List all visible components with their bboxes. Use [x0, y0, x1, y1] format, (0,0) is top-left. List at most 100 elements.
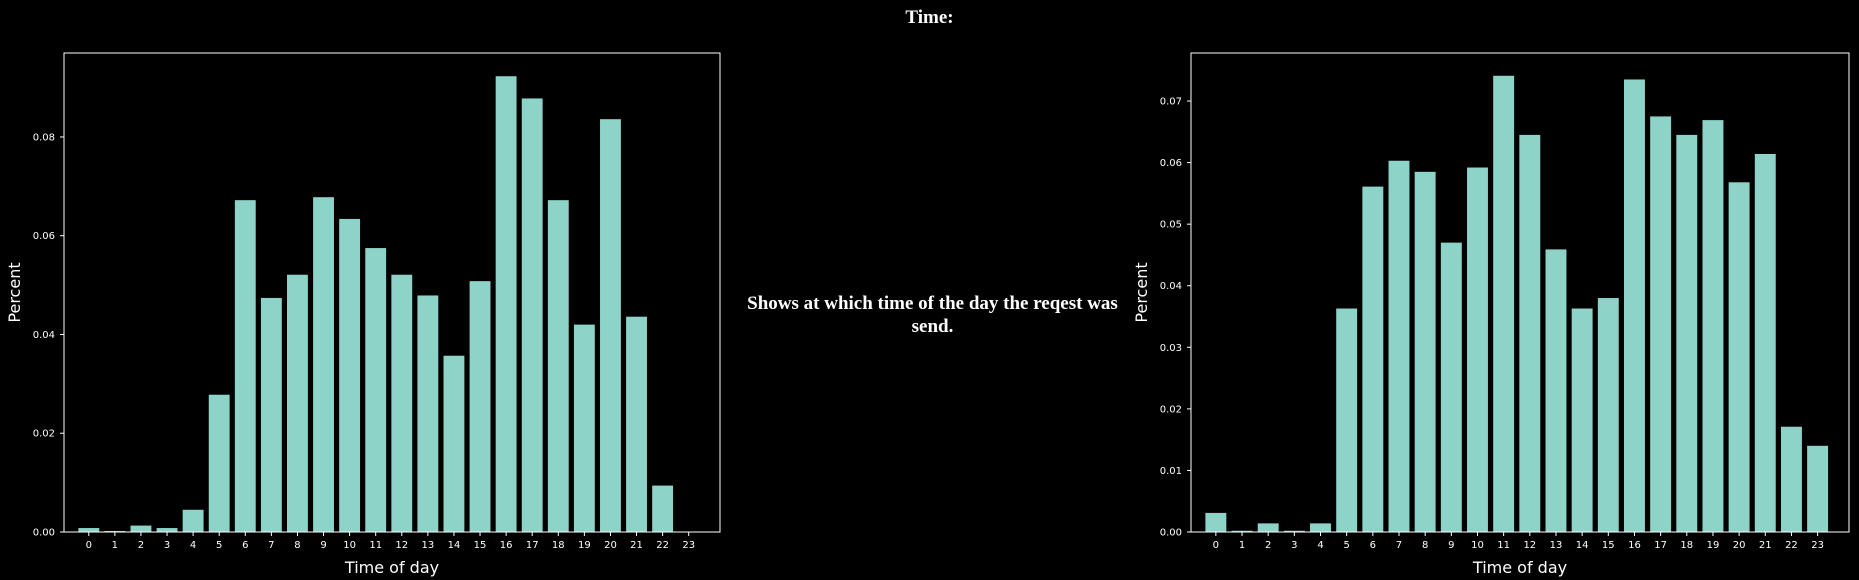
x-tick-label: 6 — [242, 540, 248, 551]
bar-hour-16 — [1624, 79, 1645, 532]
bar-hour-9 — [1440, 242, 1462, 532]
y-tick-label: 0.00 — [1160, 528, 1182, 539]
bar-hour-7 — [260, 297, 282, 532]
x-tick-label: 16 — [1628, 540, 1641, 551]
bar-hour-2 — [1257, 523, 1279, 532]
x-tick-label: 8 — [294, 540, 300, 551]
bar-hour-15 — [469, 281, 491, 532]
x-tick-label: 7 — [1396, 540, 1402, 551]
x-tick-label: 14 — [448, 540, 461, 551]
bar-hour-3 — [156, 528, 178, 532]
x-tick-label: 1 — [1239, 540, 1245, 551]
bar-hour-5 — [208, 394, 230, 532]
y-tick-label: 0.06 — [33, 231, 55, 242]
x-tick-label: 10 — [343, 540, 356, 551]
x-tick-label: 11 — [369, 540, 382, 551]
y-tick-label: 0.06 — [1160, 158, 1182, 169]
x-tick-label: 20 — [604, 540, 617, 551]
bar-hour-19 — [573, 324, 595, 532]
x-tick-label: 9 — [1448, 540, 1454, 551]
axes-frame — [63, 52, 721, 533]
bar-hour-20 — [1728, 182, 1750, 533]
bar-hour-6 — [1362, 186, 1384, 532]
y-tick-label: 0.08 — [33, 132, 55, 143]
x-tick-label: 23 — [1811, 540, 1824, 551]
bar-hour-18 — [547, 200, 569, 532]
bar-hour-15 — [1597, 298, 1619, 532]
x-tick-label: 3 — [164, 540, 170, 551]
x-tick-label: 0 — [86, 540, 92, 551]
x-tick-label: 18 — [1680, 540, 1693, 551]
x-tick-label: 5 — [216, 540, 222, 551]
y-tick-label: 0.05 — [1160, 220, 1182, 231]
bars — [78, 76, 674, 533]
x-tick-label: 4 — [190, 540, 196, 551]
x-tick-label: 21 — [1759, 540, 1772, 551]
bar-hour-4 — [182, 509, 204, 532]
bar-hour-4 — [1310, 523, 1331, 532]
x-tick-label: 10 — [1471, 540, 1484, 551]
x-tick-label: 13 — [1550, 540, 1563, 551]
x-tick-label: 17 — [1654, 540, 1667, 551]
x-tick-label: 1 — [112, 540, 118, 551]
x-tick-label: 0 — [1213, 540, 1219, 551]
page-title: Time: — [905, 7, 954, 28]
bar-hour-7 — [1388, 160, 1410, 533]
bar-hour-3 — [1283, 530, 1305, 532]
x-axis-ticks: 0 1 2 3 4 5 6 7 8 9 10 11 12 13 14 15 16 17 18 19 20 21 22 23 — [86, 532, 695, 551]
bar-hour-9 — [313, 197, 334, 532]
bar-hour-13 — [1545, 249, 1567, 532]
y-tick-label: 0.04 — [33, 330, 55, 341]
time-of-day-chart-right: 0 1 2 3 4 5 6 7 8 9 10 11 12 13 14 15 16 17 18 19 20 21 22 230.… — [1132, 52, 1850, 577]
x-tick-label: 12 — [1523, 540, 1536, 551]
x-tick-label: 2 — [1265, 540, 1271, 551]
bar-hour-12 — [391, 274, 413, 532]
x-axis-ticks: 0 1 2 3 4 5 6 7 8 9 10 11 12 13 14 15 16 17 18 19 20 21 22 23 — [1213, 532, 1824, 551]
bar-hour-17 — [521, 98, 543, 533]
x-tick-label: 17 — [526, 540, 539, 551]
bar-hour-11 — [365, 248, 387, 532]
x-tick-label: 7 — [268, 540, 274, 551]
bar-hour-16 — [495, 76, 517, 533]
x-tick-label: 14 — [1576, 540, 1589, 551]
x-tick-label: 12 — [395, 540, 408, 551]
bar-hour-23 — [1807, 445, 1829, 532]
x-tick-label: 15 — [1602, 540, 1615, 551]
bar-hour-6 — [234, 200, 256, 532]
x-tick-label: 21 — [630, 540, 643, 551]
bar-hour-8 — [1414, 171, 1436, 532]
bars — [1205, 75, 1829, 533]
y-axis-label: Percent — [1132, 262, 1151, 322]
x-tick-label: 18 — [552, 540, 565, 551]
bar-hour-19 — [1702, 120, 1724, 533]
y-tick-label: 0.03 — [1160, 343, 1182, 354]
bar-hour-10 — [339, 218, 361, 533]
y-tick-label: 0.00 — [33, 528, 55, 539]
x-tick-label: 3 — [1291, 540, 1297, 551]
x-tick-label: 13 — [421, 540, 434, 551]
chart-description: Shows at which time of the day the reqes… — [747, 293, 1118, 337]
x-tick-label: 5 — [1343, 540, 1349, 551]
bar-hour-20 — [600, 119, 621, 533]
x-tick-label: 15 — [474, 540, 487, 551]
bar-hour-21 — [626, 316, 647, 532]
bar-hour-13 — [417, 295, 439, 532]
bar-hour-21 — [1754, 153, 1776, 532]
bar-hour-8 — [287, 274, 308, 532]
bar-hour-0 — [78, 528, 100, 532]
bar-hour-18 — [1676, 134, 1698, 532]
y-axis-ticks: 0.00 0.02 0.04 0.06 0.08 — [33, 132, 64, 539]
x-tick-label: 6 — [1370, 540, 1376, 551]
bar-hour-14 — [1571, 308, 1593, 532]
y-tick-label: 0.04 — [1160, 281, 1182, 292]
bar-hour-2 — [130, 525, 152, 532]
time-of-day-chart-left: 0 1 2 3 4 5 6 7 8 9 10 11 12 13 14 15 16 17 18 19 20 21 22 230.… — [5, 52, 721, 577]
x-tick-label: 11 — [1497, 540, 1510, 551]
x-tick-label: 16 — [500, 540, 513, 551]
bar-hour-1 — [1231, 530, 1253, 532]
y-tick-label: 0.07 — [1160, 97, 1182, 108]
bar-hour-14 — [443, 355, 465, 532]
x-tick-label: 22 — [656, 540, 669, 551]
x-tick-label: 4 — [1317, 540, 1323, 551]
